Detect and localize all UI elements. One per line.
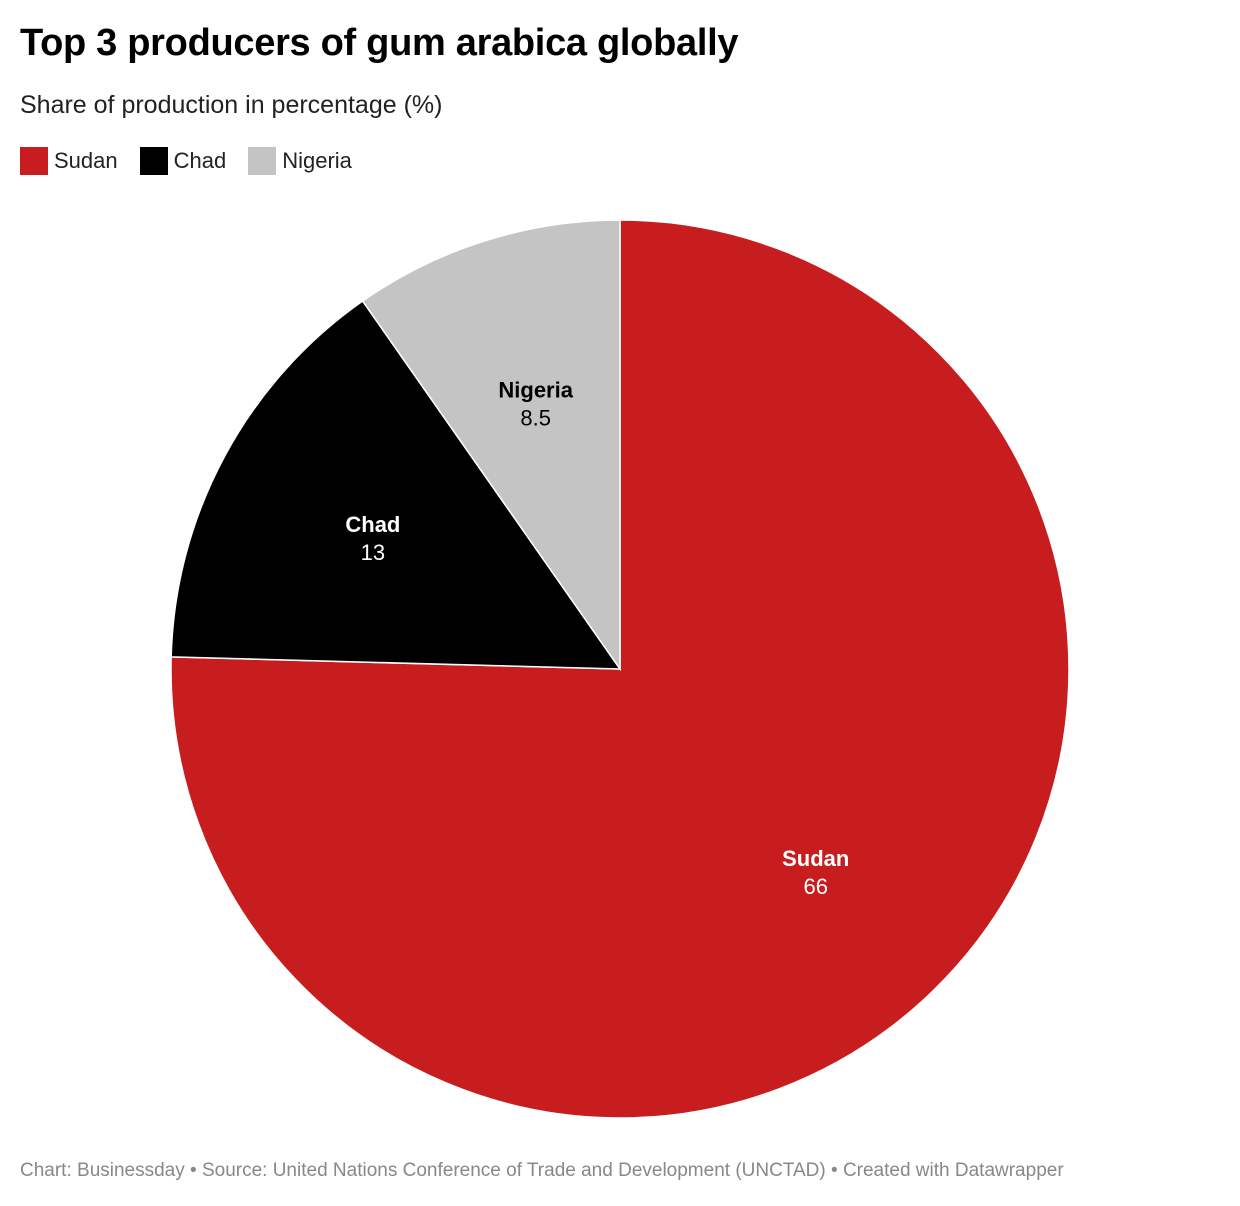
legend: Sudan Chad Nigeria [20,147,352,175]
legend-swatch [20,147,48,175]
slice-value: 8.5 [520,405,551,430]
chart-subtitle: Share of production in percentage (%) [20,91,443,119]
legend-label: Chad [173,148,227,173]
chart-footer: Chart: Businessday • Source: United Nati… [20,1160,1064,1181]
legend-label: Nigeria [282,148,352,173]
legend-item-sudan: Sudan [20,147,118,175]
legend-item-chad: Chad [139,147,227,175]
slice-label: Sudan [782,846,849,871]
slice-label: Nigeria [498,377,573,402]
legend-swatch [248,147,277,175]
chart-title: Top 3 producers of gum arabica globally [20,22,739,64]
pie-slice-nigeria [361,219,621,672]
legend-swatch [139,147,168,175]
legend-item-nigeria: Nigeria [248,147,352,175]
legend-label: Sudan [54,148,118,173]
slice-value: 13 [361,540,385,565]
slice-label: Chad [345,512,400,537]
slice-value: 66 [804,874,828,899]
pie-slice-chad [170,300,622,670]
